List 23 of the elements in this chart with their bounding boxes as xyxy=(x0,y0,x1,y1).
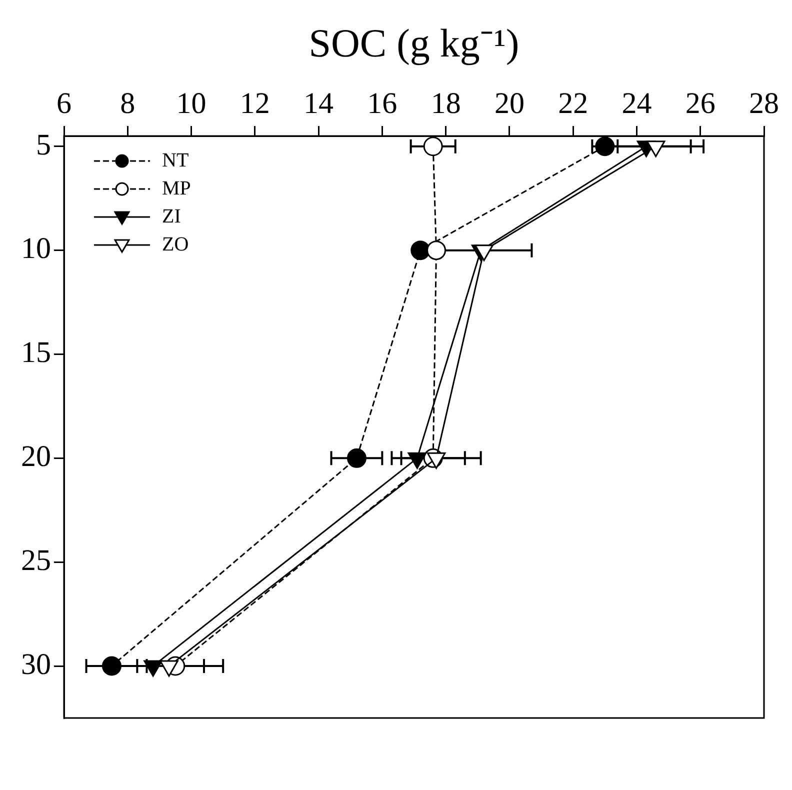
legend-label: NT xyxy=(162,149,189,172)
x-tick-label: 20 xyxy=(494,86,524,120)
x-tick-label: 16 xyxy=(367,86,398,120)
x-tick-label: 8 xyxy=(120,86,136,120)
legend-label: ZO xyxy=(162,233,189,256)
x-tick-label: 28 xyxy=(749,86,779,120)
x-tick-label: 12 xyxy=(240,86,270,120)
y-tick-label: 10 xyxy=(21,232,51,266)
x-tick-label: 24 xyxy=(622,86,652,120)
x-tick-label: 10 xyxy=(176,86,206,120)
x-tick-label: 22 xyxy=(558,86,588,120)
x-tick-label: 6 xyxy=(56,86,72,120)
y-tick-label: 25 xyxy=(21,544,51,577)
y-tick-label: 5 xyxy=(36,128,51,162)
y-tick-label: 15 xyxy=(21,336,51,370)
legend-label: MP xyxy=(162,177,191,200)
y-tick-label: 30 xyxy=(21,648,51,681)
x-axis-title: SOC (g kg⁻¹) xyxy=(308,20,520,66)
x-tick-label: 14 xyxy=(304,86,334,120)
x-tick-label: 18 xyxy=(430,86,461,120)
y-tick-label: 20 xyxy=(21,440,51,474)
x-tick-label: 26 xyxy=(685,86,716,120)
legend-label: ZI xyxy=(162,205,181,228)
